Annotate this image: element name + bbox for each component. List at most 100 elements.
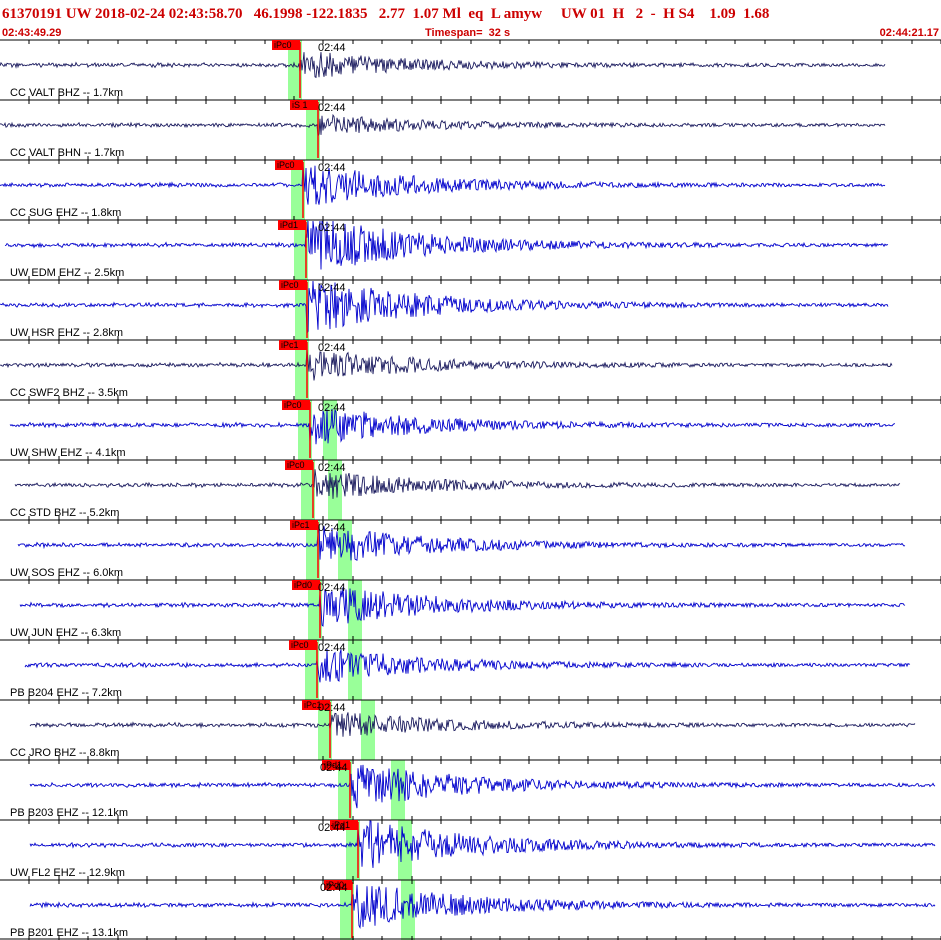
trace-time: 02:44 [318, 102, 346, 114]
trace-time: 02:44 [318, 162, 346, 174]
pick-box [324, 880, 352, 890]
waveform [24, 648, 911, 683]
p-window [294, 220, 308, 280]
waveform [19, 587, 906, 627]
pick-label: iPd1 [324, 760, 342, 770]
pick-label: iPc0 [291, 640, 309, 650]
waveform [0, 349, 893, 381]
s-window [361, 700, 375, 760]
trace-panel: iPc0 02:44 CC STD BHZ -- 5.2km [0, 459, 941, 520]
station-label: UW SOS EHZ -- 6.0km [10, 567, 123, 579]
pick-box [330, 820, 358, 830]
station-label: PB B201 EHZ -- 13.1km [10, 927, 128, 939]
pick-box [290, 520, 318, 530]
pick-label: iPc0 [277, 160, 295, 170]
trace-time: 02:44 [318, 42, 346, 54]
trace-time: 02:44 [318, 582, 346, 594]
end-time: 02:44:21.17 [880, 27, 939, 39]
trace-panel: iPd1 02:44 UW EDM EHZ -- 2.5km [0, 219, 941, 280]
station-label: CC STD BHZ -- 5.2km [10, 507, 119, 519]
trace-panels: iPc0 02:44 CC VALT BHZ -- 1.7km iS 1 02:44 CC… [0, 39, 941, 940]
event-summary-line: 61370191 UW 2018-02-24 02:43:58.70 46.19… [2, 6, 769, 22]
p-window [301, 460, 315, 520]
station-label: UW JUN EHZ -- 6.3km [10, 627, 121, 639]
s-window [328, 460, 342, 520]
station-label: CC VALT BHN -- 1.7km [10, 147, 124, 159]
pick-label: iPd1 [332, 820, 350, 830]
waveform [29, 884, 936, 930]
waveform [9, 408, 896, 445]
pick-box [278, 220, 306, 230]
p-window [340, 880, 354, 940]
trace-time: 02:44 [318, 402, 346, 414]
pick-box [275, 160, 303, 170]
station-label: UW HSR EHZ -- 2.8km [10, 327, 123, 339]
trace-panel: iPc0 02:44 PB B204 EHZ -- 7.2km [0, 639, 941, 700]
trace-time: 02:44 [318, 462, 346, 474]
pick-box [279, 280, 307, 290]
station-label: CC JRO BHZ -- 8.8km [10, 747, 119, 759]
station-label: PB B203 EHZ -- 12.1km [10, 807, 128, 819]
pick-box [322, 760, 350, 770]
pick-box [279, 340, 307, 350]
trace-time: 02:44 [318, 282, 346, 294]
waveform [4, 220, 889, 270]
pick-box [289, 640, 317, 650]
trace-time: 02:44 [318, 522, 346, 534]
station-label: CC SUG EHZ -- 1.8km [10, 207, 121, 219]
waveform [0, 113, 886, 138]
pick-label: iPc0 [281, 280, 299, 290]
pick-box [290, 100, 318, 110]
p-window [306, 100, 320, 160]
s-window [348, 580, 362, 640]
trace-panel: iPc0 02:44 CC SUG EHZ -- 1.8km [0, 159, 941, 220]
pick-box [282, 400, 310, 410]
trace-time: 02:44 [318, 822, 346, 834]
trace-panel: iPc0 02:44 CC VALT BHZ -- 1.7km [0, 39, 941, 100]
waveform [0, 164, 886, 205]
pick-label: iPc0 [274, 40, 292, 50]
p-window [338, 760, 352, 820]
waveform [29, 764, 936, 809]
p-window [318, 700, 332, 760]
pick-box [272, 40, 300, 50]
pick-label: iPd1 [280, 220, 298, 230]
station-label: UW FL2 EHZ -- 12.9km [10, 867, 125, 879]
station-label: CC VALT BHZ -- 1.7km [10, 87, 123, 99]
pick-label: iPc1 [304, 700, 322, 710]
p-window [298, 400, 312, 460]
trace-panel: iPc1 02:44 UW SOS EHZ -- 6.0km [0, 519, 941, 580]
trace-time: 02:44 [320, 762, 348, 774]
pick-box [292, 580, 320, 590]
pick-label: iPd0 [326, 880, 344, 890]
waveform [29, 712, 916, 737]
trace-panel: iPc0 02:44 UW HSR EHZ -- 2.8km [0, 279, 941, 340]
trace-time: 02:44 [318, 702, 346, 714]
pick-label: iPc0 [287, 460, 305, 470]
trace-panel: iPc0 02:44 UW SHW EHZ -- 4.1km [0, 399, 941, 460]
trace-time: 02:44 [318, 642, 346, 654]
p-window [295, 340, 309, 400]
pick-box [285, 460, 313, 470]
waveform [0, 52, 886, 79]
p-window [295, 280, 309, 340]
pick-label: iPc1 [281, 340, 299, 350]
pick-box [302, 700, 330, 710]
p-window [291, 160, 305, 220]
trace-time: 02:44 [318, 222, 346, 234]
waveform [0, 280, 889, 335]
p-window [288, 40, 302, 100]
trace-panel: iS 1 02:44 CC VALT BHN -- 1.7km [0, 99, 941, 160]
station-label: UW EDM EHZ -- 2.5km [10, 267, 124, 279]
trace-time: 02:44 [318, 342, 346, 354]
p-window [346, 820, 360, 880]
trace-panel: iPc1 02:44 CC SWF2 BHZ -- 3.5km [0, 339, 941, 400]
pick-label: iPc1 [292, 520, 310, 530]
p-window [306, 520, 320, 580]
station-label: CC SWF2 BHZ -- 3.5km [10, 387, 128, 399]
timespan: Timespan= 32 s [425, 27, 510, 39]
